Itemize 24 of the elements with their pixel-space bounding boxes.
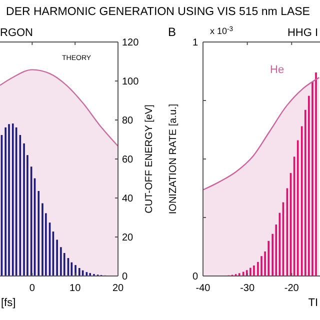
chart-subtitle: RGON	[0, 27, 34, 39]
y2-tick-label: 20	[122, 232, 134, 244]
x-tick-label: -30	[240, 283, 255, 294]
y-tick-label: 1	[192, 38, 198, 48]
x-tick-label: 20	[112, 283, 124, 294]
x-tick-label: 10	[70, 283, 82, 294]
y2-axis-title: CUT-OFF ENERGY [eV]	[144, 104, 155, 214]
text: DER HARMONIC GENERATION USING VIS 515 nm LASE	[6, 6, 310, 18]
x-tick-label: -20	[284, 283, 300, 294]
text: He	[270, 64, 284, 76]
y2-tick-label: 0	[122, 272, 128, 282]
x-axis-title: [fs]	[1, 297, 16, 309]
y2-tick-label: 80	[122, 116, 134, 126]
text: B	[168, 25, 176, 39]
x-tick-label: -40	[196, 283, 211, 294]
text: x 10$^{-3}$	[210, 26, 234, 36]
x-tick-label: 0	[29, 283, 36, 294]
y2-tick-label: 40	[122, 194, 134, 204]
chart-title: HHG I	[287, 27, 318, 39]
y2-tick-label: 60	[122, 154, 134, 166]
y2-tick-label: 100	[122, 76, 140, 88]
x-axis-title: TI	[308, 297, 318, 309]
y2-tick-label: 120	[122, 38, 140, 48]
y-axis-title: IONIZATION RATE [a.u.]	[168, 104, 179, 214]
